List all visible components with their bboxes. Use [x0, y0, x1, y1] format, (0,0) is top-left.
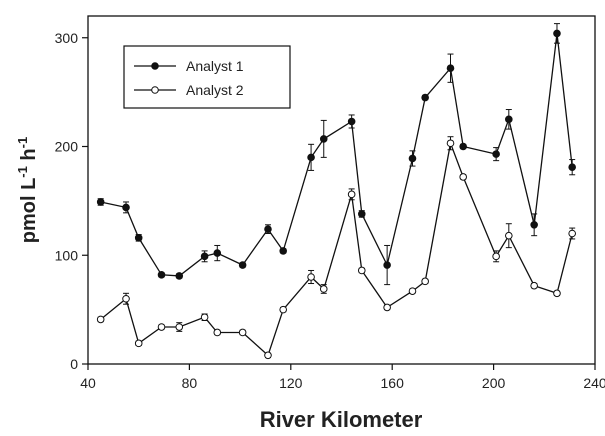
data-point-analyst-1 [157, 271, 166, 279]
data-point-analyst-1 [553, 29, 561, 38]
data-point-analyst-2 [421, 277, 429, 286]
data-point-analyst-2 [175, 323, 184, 331]
data-point-analyst-1 [134, 234, 143, 242]
data-point-analyst-1 [505, 115, 513, 124]
x-tick-label: 200 [482, 375, 506, 391]
series-layer [96, 23, 576, 360]
data-point-analyst-2 [530, 281, 538, 290]
data-point-analyst-1 [122, 203, 130, 212]
data-point-analyst-2 [553, 289, 561, 298]
data-point-analyst-2 [357, 266, 366, 275]
series-analyst-1 [96, 23, 576, 286]
data-point-analyst-1 [568, 163, 576, 171]
series-line-analyst-2 [100, 140, 573, 357]
data-point-analyst-1 [421, 93, 429, 102]
data-point-analyst-2 [96, 315, 105, 324]
y-axis-title: pmol L-1 h-1 [15, 137, 40, 243]
data-point-analyst-1 [459, 142, 467, 151]
data-point-analyst-2 [505, 231, 513, 240]
legend-label-analyst-1: Analyst 1 [186, 58, 244, 74]
data-point-analyst-2 [264, 351, 272, 360]
x-tick-label: 240 [583, 375, 605, 391]
data-point-analyst-2 [307, 273, 315, 281]
y-axis-title-mid: h [18, 148, 40, 166]
data-point-analyst-2 [408, 287, 417, 295]
y-tick-label: 100 [55, 247, 79, 263]
data-point-analyst-1 [175, 272, 184, 280]
x-tick-label: 80 [182, 375, 198, 391]
data-point-analyst-1 [307, 153, 315, 162]
data-point-analyst-2 [492, 252, 500, 261]
data-point-analyst-2 [134, 339, 143, 348]
y-axis-title-main: pmol L [18, 178, 40, 244]
data-point-analyst-2 [213, 328, 222, 337]
data-point-analyst-2 [200, 313, 209, 322]
data-point-analyst-2 [446, 139, 455, 148]
data-point-analyst-1 [200, 252, 209, 261]
data-point-analyst-1 [213, 249, 222, 257]
data-point-analyst-2 [347, 190, 356, 199]
data-point-analyst-1 [319, 135, 328, 143]
y-tick-label: 200 [55, 139, 79, 155]
y-tick-label: 300 [55, 30, 79, 46]
data-point-analyst-1 [279, 247, 287, 255]
data-point-analyst-1 [264, 225, 272, 233]
data-point-analyst-1 [347, 117, 356, 126]
x-axis-title: River Kilometer [260, 407, 423, 432]
data-point-analyst-1 [238, 261, 247, 269]
data-point-analyst-2 [319, 285, 328, 293]
x-tick-label: 160 [381, 375, 405, 391]
axis-ticks: 40 80 120 160 200 240 0 100 200 300 [55, 30, 605, 391]
data-point-analyst-2 [459, 173, 467, 181]
legend-label-analyst-2: Analyst 2 [186, 82, 244, 98]
data-point-analyst-1 [530, 221, 538, 229]
data-point-analyst-1 [96, 198, 105, 206]
data-point-analyst-2 [383, 303, 391, 312]
x-tick-label: 40 [80, 375, 96, 391]
data-point-analyst-1 [357, 210, 366, 218]
plot-frame [87, 15, 596, 365]
data-point-analyst-2 [157, 323, 166, 331]
y-tick-label: 0 [70, 356, 78, 372]
data-point-analyst-2 [238, 328, 247, 337]
y-axis-title-sup1: -1 [15, 166, 30, 178]
data-point-analyst-2 [122, 294, 130, 303]
data-point-analyst-1 [492, 150, 500, 158]
y-axis-title-sup2: -1 [15, 137, 30, 149]
x-tick-label: 120 [279, 375, 303, 391]
data-point-analyst-1 [408, 154, 417, 163]
legend-box [123, 45, 291, 109]
data-point-analyst-1 [383, 261, 391, 269]
legend-marker-analyst-2 [151, 86, 159, 94]
data-point-analyst-1 [446, 64, 455, 72]
data-point-analyst-2 [279, 305, 287, 314]
series-analyst-2 [96, 136, 576, 360]
legend-marker-analyst-1 [151, 62, 159, 70]
data-point-analyst-2 [568, 229, 576, 238]
legend: Analyst 1 Analyst 2 [123, 45, 291, 109]
